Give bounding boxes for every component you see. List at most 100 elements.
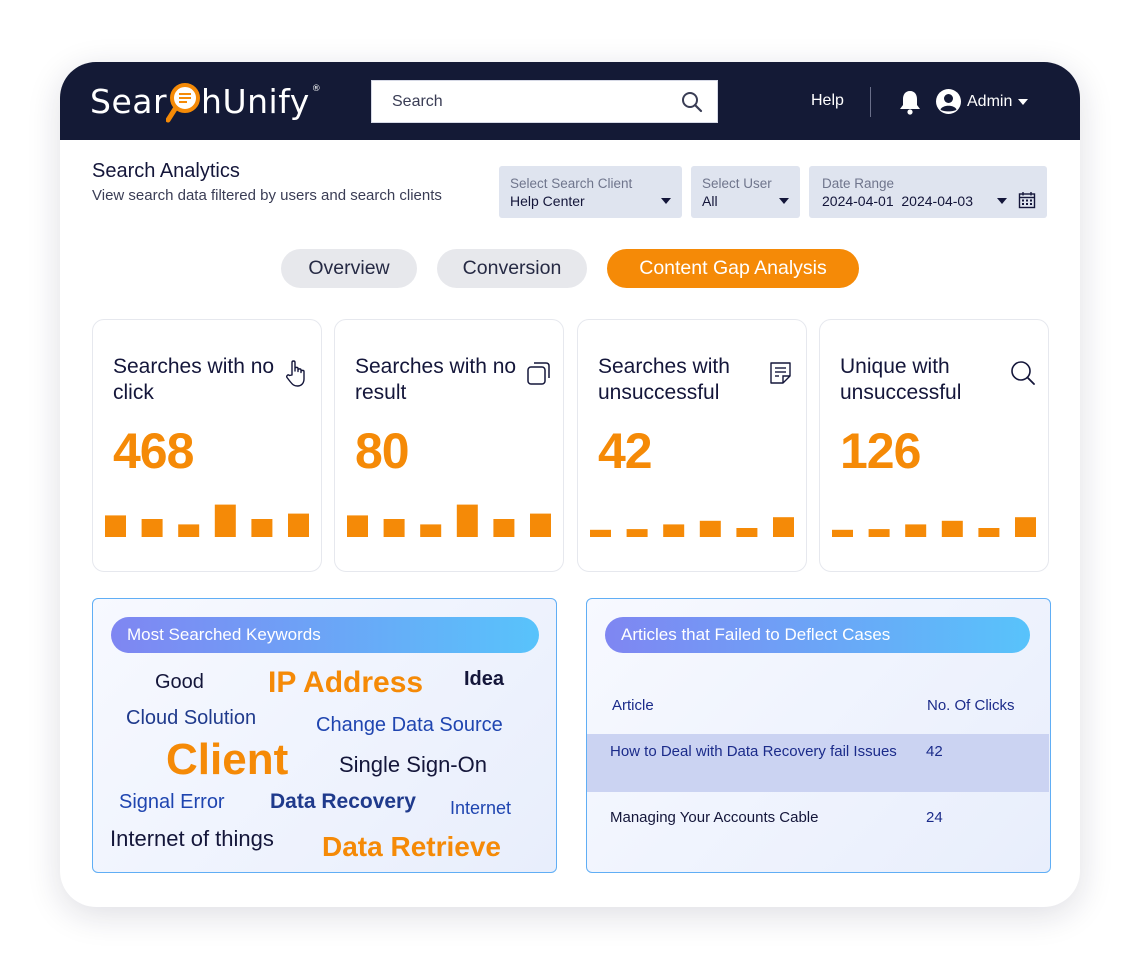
panel-header: Most Searched Keywords <box>111 617 539 653</box>
logo[interactable]: Sear hUnify ® <box>90 78 321 124</box>
metric-card-unique-unsuccessful[interactable]: Unique with unsuccessful 126 <box>819 319 1049 572</box>
header-divider <box>870 87 871 117</box>
trend-bar <box>699 520 721 537</box>
keyword-ip-address[interactable]: IP Address <box>268 666 424 699</box>
trend-bar <box>590 529 611 537</box>
article-clicks: 42 <box>926 743 943 760</box>
user-select[interactable]: Select User All <box>691 166 800 218</box>
trend-bar <box>978 528 1000 537</box>
trend-bar <box>941 520 963 537</box>
bell-icon[interactable] <box>898 89 922 115</box>
trend-bar <box>251 519 273 537</box>
stacked-squares-icon <box>527 362 550 385</box>
global-search-box[interactable] <box>371 80 718 123</box>
trend-sparkline <box>590 517 794 537</box>
keyword-signal-error[interactable]: Signal Error <box>119 791 225 813</box>
trend-bar <box>178 524 200 537</box>
metric-card-value: 126 <box>840 423 921 479</box>
keyword-good[interactable]: Good <box>155 671 204 693</box>
date-range-picker[interactable]: Date Range 2024-04-01 2024-04-03 <box>809 166 1047 218</box>
keyword-client[interactable]: Client <box>166 735 289 784</box>
search-client-select[interactable]: Select Search Client Help Center <box>499 166 682 218</box>
metric-card-no-result[interactable]: Searches with no result 80 <box>334 319 564 572</box>
date-range-label: Date Range <box>822 176 895 191</box>
metric-card-title: Searches with no result <box>355 355 517 404</box>
logo-text-right: hUnify <box>201 81 310 121</box>
article-title[interactable]: Managing Your Accounts Cable <box>610 809 819 826</box>
trend-bar <box>383 519 405 537</box>
metric-card-unsuccessful[interactable]: Searches with unsuccessful 42 <box>577 319 807 572</box>
keyword-single-sign-on[interactable]: Single Sign-On <box>339 752 487 777</box>
search-input[interactable] <box>392 92 681 111</box>
tab-content-gap-analysis[interactable]: Content Gap Analysis <box>607 249 859 288</box>
trend-bar <box>214 504 236 537</box>
trend-bar <box>105 515 126 537</box>
document-icon <box>770 362 791 384</box>
chevron-down-icon <box>661 198 671 204</box>
metric-card-title: Unique with unsuccessful <box>840 355 962 404</box>
keyword-data-recovery[interactable]: Data Recovery <box>270 790 416 813</box>
metric-card-value: 42 <box>598 423 653 479</box>
trend-bar <box>288 513 309 537</box>
trend-sparkline <box>347 504 551 537</box>
trend-bar <box>626 529 648 537</box>
user-name: Admin <box>967 92 1013 110</box>
trend-bar <box>868 529 890 537</box>
article-clicks: 24 <box>926 809 943 826</box>
keyword-idea[interactable]: Idea <box>464 668 505 690</box>
trend-bar <box>347 515 368 537</box>
keyword-cloud-solution[interactable]: Cloud Solution <box>126 707 257 729</box>
trend-sparkline <box>105 504 309 537</box>
metric-card-no-click[interactable]: Searches with no click 468 <box>92 319 322 572</box>
search-client-value: Help Center <box>510 193 585 209</box>
chevron-down-icon <box>997 198 1007 204</box>
most-searched-keywords-panel: Most Searched Keywords Good IP Address I… <box>92 598 557 873</box>
metric-card-title: Searches with unsuccessful <box>598 355 730 404</box>
page-title: Search Analytics <box>92 160 240 182</box>
metric-card-value: 80 <box>355 423 410 479</box>
keyword-internet[interactable]: Internet <box>450 798 512 818</box>
date-range-value: 2024-04-01 2024-04-03 <box>822 193 974 209</box>
tab-overview[interactable]: Overview <box>281 249 417 288</box>
trend-bar <box>420 524 442 537</box>
logo-trademark: ® <box>311 84 322 94</box>
user-avatar-icon <box>936 89 961 114</box>
column-header-clicks: No. Of Clicks <box>927 697 1015 714</box>
column-header-article: Article <box>612 697 654 714</box>
user-menu[interactable]: Admin <box>936 89 1029 114</box>
failed-deflection-articles-panel: Articles that Failed to Deflect Cases Ar… <box>586 598 1051 873</box>
pointer-hand-icon <box>286 360 305 387</box>
help-link[interactable]: Help <box>811 92 844 109</box>
trend-bar <box>832 529 853 537</box>
article-title[interactable]: How to Deal with Data Recovery fail Issu… <box>610 743 897 760</box>
keyword-internet-of-things[interactable]: Internet of things <box>110 826 274 851</box>
trend-bar <box>1015 517 1036 537</box>
trend-bar <box>141 519 163 537</box>
logo-text-left: Sear <box>90 81 168 121</box>
logo-magnifier-icon <box>166 83 201 123</box>
trend-sparkline <box>832 517 1036 537</box>
trend-bar <box>905 524 927 537</box>
keyword-change-data-source[interactable]: Change Data Source <box>316 714 503 736</box>
calendar-icon[interactable] <box>1018 191 1036 209</box>
tab-conversion[interactable]: Conversion <box>437 249 587 288</box>
trend-bar <box>530 513 551 537</box>
page-subtitle: View search data filtered by users and s… <box>92 187 442 204</box>
keyword-data-retrieve[interactable]: Data Retrieve <box>322 831 501 862</box>
trend-bar <box>736 528 758 537</box>
user-select-value: All <box>702 193 718 209</box>
search-icon <box>1011 361 1035 385</box>
trend-bar <box>493 519 515 537</box>
trend-bar <box>456 504 478 537</box>
search-icon[interactable] <box>681 91 703 113</box>
trend-bar <box>663 524 685 537</box>
metric-card-title: Searches with no click <box>113 355 275 404</box>
table-row[interactable]: Managing Your Accounts Cable 24 <box>587 804 1049 834</box>
table-row[interactable]: How to Deal with Data Recovery fail Issu… <box>587 734 1049 792</box>
user-select-label: Select User <box>702 176 772 191</box>
chevron-down-icon <box>779 198 789 204</box>
app-window: Sear hUnify ® Help <box>60 62 1080 907</box>
top-navigation-bar: Sear hUnify ® Help <box>60 62 1080 140</box>
trend-bar <box>773 517 794 537</box>
panel-header: Articles that Failed to Deflect Cases <box>605 617 1030 653</box>
